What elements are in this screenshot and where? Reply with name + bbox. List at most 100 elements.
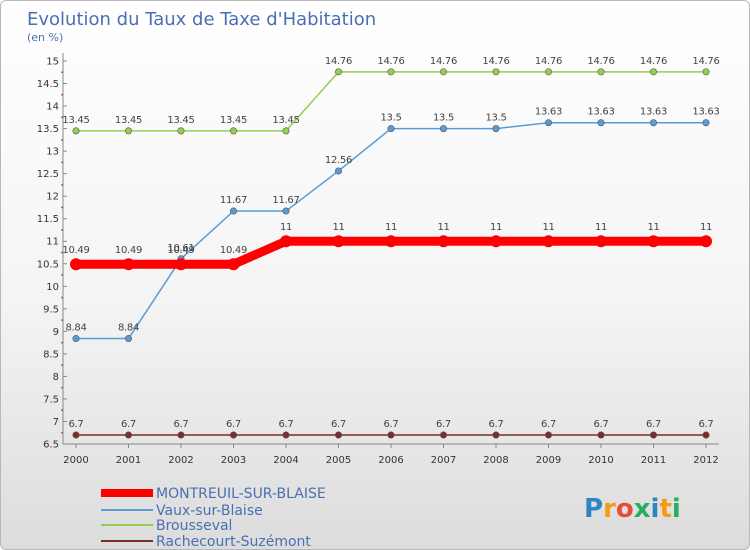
y-minor-tick bbox=[61, 206, 63, 209]
data-point bbox=[282, 207, 290, 215]
logo-letter: i bbox=[672, 494, 681, 524]
data-label: 6.7 bbox=[593, 419, 608, 430]
data-point bbox=[125, 431, 133, 439]
legend-label: Rachecourt-Suzémont bbox=[156, 534, 311, 549]
x-tick-label: 2005 bbox=[326, 455, 351, 466]
data-label: 11 bbox=[280, 222, 292, 233]
y-minor-tick bbox=[61, 274, 63, 276]
y-minor-tick bbox=[61, 161, 63, 164]
data-point bbox=[334, 167, 342, 175]
logo-letter: t bbox=[659, 494, 671, 524]
data-label: 10.49 bbox=[220, 245, 247, 256]
data-point bbox=[282, 127, 290, 135]
data-point bbox=[280, 235, 292, 248]
data-point bbox=[439, 431, 447, 439]
legend-swatch bbox=[101, 540, 153, 542]
data-point bbox=[230, 127, 238, 135]
y-tick-label: 6.5 bbox=[43, 440, 59, 451]
data-label: 6.7 bbox=[383, 419, 398, 430]
data-point bbox=[72, 127, 80, 135]
data-point bbox=[439, 68, 447, 76]
y-tick-label: 9.5 bbox=[43, 304, 59, 315]
data-point bbox=[437, 235, 450, 248]
y-tick-label: 13.5 bbox=[37, 124, 59, 135]
logo-letter: P bbox=[584, 494, 603, 524]
data-label: 6.7 bbox=[488, 419, 503, 430]
data-label: 10.49 bbox=[167, 245, 194, 256]
legend-label: MONTREUIL-SUR-BLAISE bbox=[156, 486, 326, 502]
data-point bbox=[649, 68, 657, 76]
data-point bbox=[597, 431, 605, 439]
data-point bbox=[125, 335, 133, 343]
data-point bbox=[702, 68, 710, 76]
proxiti-logo: Proxiti bbox=[584, 494, 681, 524]
data-label: 13.5 bbox=[485, 113, 506, 124]
data-point bbox=[544, 68, 552, 76]
y-tick-label: 13 bbox=[46, 147, 59, 158]
logo-letter: r bbox=[603, 494, 616, 524]
data-point bbox=[122, 258, 135, 271]
data-label: 13.45 bbox=[115, 115, 142, 126]
chart-subtitle: (en %) bbox=[27, 31, 63, 44]
data-label: 6.7 bbox=[331, 419, 346, 430]
data-label: 13.63 bbox=[535, 107, 562, 118]
data-point bbox=[492, 431, 500, 439]
data-label: 11 bbox=[700, 222, 712, 233]
series-layer: 6.7 6.7 6.7 6.7 6.7 6.7 6.7 6.7 6.7 6.7 6.7 6.7 6.7 1… bbox=[62, 56, 720, 439]
data-point bbox=[387, 431, 395, 439]
series-3: 6.7 6.7 6.7 6.7 6.7 6.7 6.7 6.7 6.7 6.7 6.7 6.7 6.7 bbox=[68, 419, 714, 439]
data-label: 13.45 bbox=[62, 115, 89, 126]
data-label: 10.49 bbox=[62, 245, 89, 256]
y-minor-tick bbox=[61, 296, 63, 299]
data-label: 11 bbox=[385, 222, 397, 233]
data-point bbox=[647, 235, 660, 248]
data-point bbox=[72, 431, 80, 439]
data-point bbox=[544, 119, 552, 127]
y-minor-tick bbox=[61, 364, 63, 367]
data-point bbox=[70, 258, 82, 271]
data-point bbox=[439, 125, 447, 133]
data-label: 6.7 bbox=[226, 419, 241, 430]
data-label: 12.56 bbox=[325, 155, 352, 166]
data-label: 6.7 bbox=[541, 419, 556, 430]
data-label: 6.7 bbox=[646, 419, 661, 430]
data-point bbox=[385, 235, 397, 248]
data-point bbox=[125, 127, 133, 135]
data-point bbox=[230, 431, 238, 439]
x-tick-label: 2004 bbox=[273, 455, 298, 466]
data-label: 11 bbox=[542, 222, 554, 233]
x-tick-label: 2012 bbox=[693, 455, 718, 466]
data-label: 14.76 bbox=[482, 56, 509, 67]
data-point bbox=[542, 235, 555, 248]
series-0: 10.49 10.49 10.49 10.49 11 11 11 11 11 11 11 11 11 bbox=[62, 222, 712, 271]
y-tick-label: 12.5 bbox=[37, 169, 59, 180]
data-label: 14.76 bbox=[692, 56, 719, 67]
data-point bbox=[702, 431, 710, 439]
y-tick-label: 8 bbox=[53, 372, 59, 383]
y-tick-label: 14 bbox=[46, 102, 59, 113]
data-point bbox=[492, 68, 500, 76]
y-tick-label: 12 bbox=[46, 192, 59, 203]
legend-label: Vaux-sur-Blaise bbox=[156, 503, 263, 519]
y-minor-tick bbox=[61, 386, 63, 389]
logo-letter: x bbox=[634, 494, 651, 524]
data-point bbox=[544, 431, 552, 439]
data-label: 6.7 bbox=[278, 419, 293, 430]
data-label: 14.76 bbox=[377, 56, 404, 67]
data-point bbox=[282, 431, 290, 439]
data-point bbox=[230, 207, 238, 215]
x-tick-label: 2006 bbox=[378, 455, 403, 466]
data-label: 11 bbox=[647, 222, 659, 233]
data-label: 6.7 bbox=[68, 419, 83, 430]
x-tick-label: 2001 bbox=[116, 455, 141, 466]
data-point bbox=[649, 431, 657, 439]
data-label: 11.67 bbox=[220, 195, 247, 206]
y-minor-tick bbox=[61, 409, 63, 412]
data-label: 14.76 bbox=[430, 56, 457, 67]
data-label: 11 bbox=[490, 222, 502, 233]
data-point bbox=[595, 235, 607, 248]
logo-letter: i bbox=[651, 494, 660, 524]
y-tick-label: 7.5 bbox=[43, 394, 59, 405]
data-label: 13.63 bbox=[587, 107, 614, 118]
